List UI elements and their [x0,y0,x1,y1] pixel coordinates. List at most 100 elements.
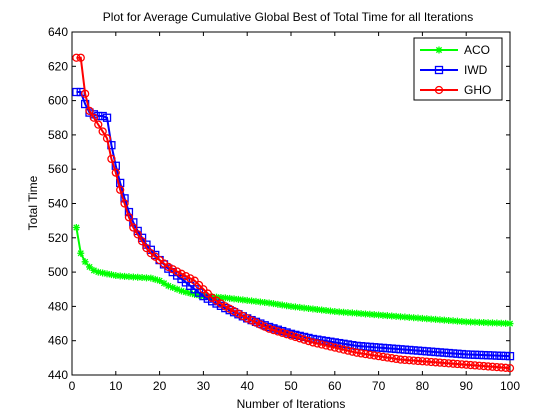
data-point-iwd [475,350,484,360]
y-tick-label: 520 [48,231,68,245]
x-tick-label: 90 [460,379,474,393]
y-tick-label: 600 [48,94,68,108]
data-point-gho [370,351,379,360]
data-point-gho [479,361,488,371]
data-point-aco [278,301,286,309]
data-point-iwd [444,348,453,358]
data-point-aco [160,279,168,287]
data-point-iwd [387,344,396,353]
data-point-aco [287,302,295,310]
y-tick-label: 440 [48,368,68,382]
data-point-aco [90,266,98,274]
y-tick-label: 540 [48,197,68,211]
y-tick-label: 580 [48,128,68,142]
data-point-iwd [457,349,466,359]
data-point-gho [142,243,151,253]
data-point-iwd [422,347,431,356]
data-point-aco [397,313,404,321]
legend-label-gho: GHO [464,83,491,97]
data-point-aco [427,315,435,323]
data-point-aco [261,298,269,306]
data-point-gho [391,354,401,364]
data-point-gho [172,267,182,276]
data-point-gho [470,361,480,370]
data-point-gho [396,355,405,364]
data-point-iwd [339,339,348,348]
data-point-aco [318,306,326,314]
data-point-gho [234,309,243,318]
data-point-aco [151,275,159,283]
data-point-aco [326,307,334,315]
data-point-aco [405,313,413,321]
data-point-aco [436,316,444,324]
data-point-gho [448,359,458,368]
data-point-aco [392,312,400,320]
data-point-iwd [431,347,440,357]
data-point-aco [112,272,120,280]
data-point-gho [356,349,366,358]
data-point-gho [492,362,502,372]
data-point-iwd [378,343,388,353]
data-point-aco [305,304,313,312]
data-point-aco [497,319,505,327]
data-point-gho [221,302,230,311]
legend-label-aco: ACO [464,43,490,57]
data-point-aco [99,269,107,277]
data-point-iwd [479,350,488,360]
data-point-aco [418,314,426,322]
data-point-aco [195,291,203,299]
data-point-gho [181,271,191,281]
data-point-aco [401,313,409,321]
data-point-aco [432,315,440,323]
data-point-aco [375,311,383,319]
data-point-gho [413,356,423,366]
data-point-iwd [330,338,339,347]
data-point-gho [497,363,506,372]
data-point-gho [435,358,445,367]
data-point-iwd [102,113,112,122]
data-point-iwd [435,348,445,357]
y-tick-label: 640 [48,25,68,39]
data-point-gho [308,338,318,347]
data-point-aco [344,309,352,317]
data-point-iwd [391,344,401,354]
data-point-aco [283,302,291,310]
data-point-iwd [497,351,506,360]
data-point-aco [248,297,256,305]
legend-marker-gho [434,85,444,95]
data-point-gho [427,357,436,367]
data-point-aco [107,271,115,279]
data-point-aco [502,319,510,327]
data-point-gho [264,324,274,333]
series-gho [72,53,515,373]
data-point-gho [116,185,125,194]
data-point-iwd [448,349,458,358]
data-point-gho [335,344,344,353]
data-point-aco [239,296,247,304]
data-point-aco [138,274,146,282]
x-axis-label: Number of Iterations [237,397,346,411]
data-point-gho [299,335,309,344]
y-tick-label: 560 [48,162,68,176]
data-point-gho [295,334,304,343]
data-point-gho [378,352,388,361]
data-point-aco [186,289,194,297]
data-point-gho [444,359,453,368]
data-point-aco [230,295,238,303]
x-tick-label: 20 [153,379,167,393]
data-point-gho [269,325,278,335]
data-point-gho [278,328,287,337]
data-point-gho [247,316,256,325]
data-point-aco [506,320,514,328]
data-point-iwd [343,340,353,349]
data-point-gho [400,355,410,365]
legend-label-iwd: IWD [464,63,488,77]
data-point-gho [124,213,134,222]
data-point-gho [405,356,414,365]
data-point-iwd [453,349,462,358]
data-point-gho [243,314,252,323]
data-point-gho [422,357,431,366]
data-point-gho [89,113,99,122]
data-point-aco [366,310,374,318]
